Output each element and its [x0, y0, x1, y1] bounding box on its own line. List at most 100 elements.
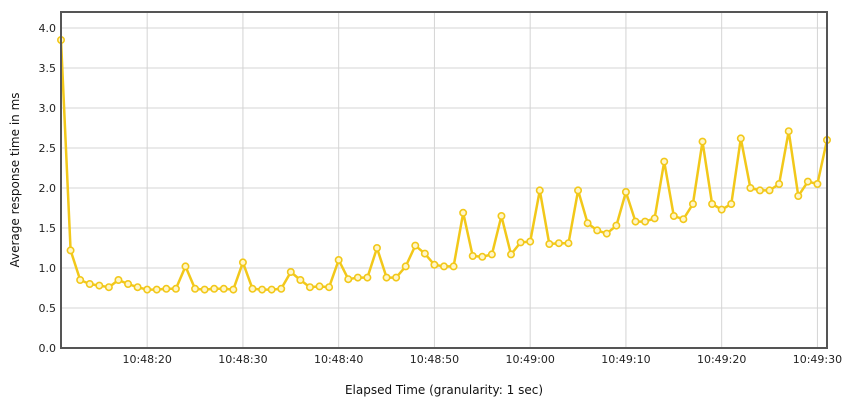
data-point: [487, 250, 496, 259]
data-point: [401, 262, 410, 271]
data-point: [95, 281, 104, 290]
data-point: [392, 273, 401, 282]
x-tick-label: 10:48:50: [410, 353, 459, 366]
data-point: [296, 275, 305, 284]
data-point: [124, 279, 133, 288]
data-point: [114, 275, 123, 284]
data-point: [574, 186, 583, 195]
data-point: [363, 273, 372, 282]
y-tick-label: 4.0: [39, 22, 57, 35]
x-tick-labels: 10:48:20 10:48:30 10:48:40 10:48:50 10:49:00…: [122, 353, 842, 366]
data-point: [717, 205, 726, 214]
data-point: [430, 260, 439, 269]
y-tick-labels: 0.0 0.5 1.0 1.5 2.0 2.5 3.0 3.5 4.0: [39, 22, 57, 355]
data-point: [66, 246, 75, 255]
data-point: [248, 284, 257, 293]
data-point: [468, 252, 477, 261]
data-point: [775, 180, 784, 189]
data-point: [200, 285, 209, 294]
data-point: [545, 240, 554, 249]
data-point: [641, 217, 650, 226]
data-point: [334, 255, 343, 264]
data-point: [325, 283, 334, 292]
data-point: [669, 212, 678, 221]
data-point: [803, 177, 812, 186]
data-point: [439, 262, 448, 271]
data-point: [411, 241, 420, 250]
data-point: [813, 180, 822, 189]
y-tick-label: 0.5: [39, 302, 57, 315]
data-point: [526, 237, 535, 246]
data-point: [583, 219, 592, 228]
data-point: [76, 275, 85, 284]
data-point: [181, 262, 190, 271]
data-point: [755, 186, 764, 195]
data-point: [631, 217, 640, 226]
data-point: [277, 284, 286, 293]
y-tick-label: 0.0: [39, 342, 57, 355]
y-tick-label: 3.0: [39, 102, 57, 115]
data-point: [372, 244, 381, 253]
data-point: [229, 285, 238, 294]
data-point: [698, 137, 707, 146]
data-point: [258, 285, 267, 294]
data-point: [459, 208, 468, 217]
data-point: [267, 285, 276, 294]
data-point: [353, 273, 362, 282]
x-axis-title: Elapsed Time (granularity: 1 sec): [345, 383, 543, 397]
y-axis-title: Average response time in ms: [8, 92, 22, 267]
plot-frame: [60, 11, 828, 349]
data-point: [133, 283, 142, 292]
data-point: [171, 284, 180, 293]
data-point: [621, 188, 630, 197]
data-point: [784, 127, 793, 136]
data-point: [104, 283, 113, 292]
data-point: [210, 284, 219, 293]
data-point: [497, 212, 506, 221]
data-point: [305, 283, 314, 292]
y-tick-label: 1.5: [39, 222, 57, 235]
data-point: [382, 273, 391, 282]
data-point: [516, 238, 525, 247]
y-tick-label: 2.0: [39, 182, 57, 195]
x-tick-label: 10:48:40: [314, 353, 363, 366]
data-point: [420, 249, 429, 258]
data-point: [602, 229, 611, 238]
y-tick-label: 2.5: [39, 142, 57, 155]
data-point: [736, 134, 745, 143]
data-point: [507, 250, 516, 259]
y-tick-label: 1.0: [39, 262, 57, 275]
data-point: [688, 200, 697, 209]
x-tick-label: 10:49:30: [793, 353, 842, 366]
data-point: [612, 221, 621, 230]
data-point: [660, 157, 669, 166]
data-point: [765, 186, 774, 195]
data-point: [191, 284, 200, 293]
data-point: [286, 267, 295, 276]
data-point: [746, 184, 755, 193]
x-tick-label: 10:48:30: [218, 353, 267, 366]
data-point: [344, 275, 353, 284]
x-tick-label: 10:49:10: [601, 353, 650, 366]
x-tick-label: 10:49:20: [697, 353, 746, 366]
data-point: [219, 284, 228, 293]
data-point: [152, 285, 161, 294]
data-point: [593, 226, 602, 235]
data-point: [708, 200, 717, 209]
data-point: [794, 192, 803, 201]
series-response-time: [56, 35, 831, 294]
data-point: [554, 239, 563, 248]
data-point: [727, 200, 736, 209]
data-point: [449, 262, 458, 271]
data-point: [143, 285, 152, 294]
data-point: [535, 186, 544, 195]
data-point: [238, 258, 247, 267]
y-tick-label: 3.5: [39, 62, 57, 75]
data-point: [679, 215, 688, 224]
data-point: [564, 239, 573, 248]
data-point: [85, 279, 94, 288]
data-point: [162, 284, 171, 293]
data-point: [650, 214, 659, 223]
data-point: [478, 252, 487, 261]
